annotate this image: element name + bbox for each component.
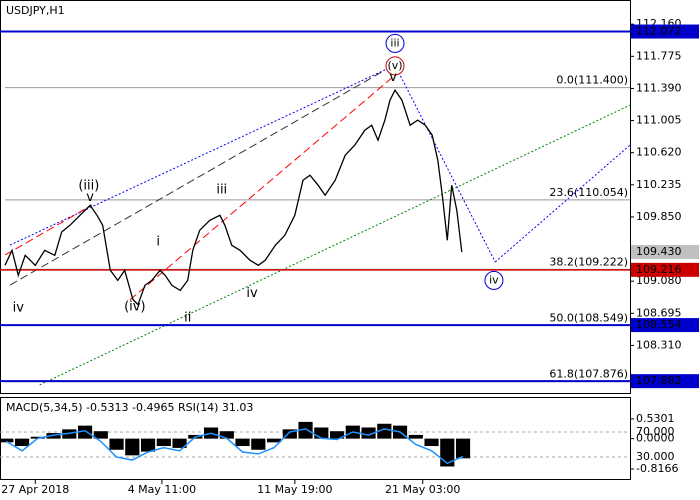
- trend-line: [494, 144, 631, 263]
- level-label: 112.072: [636, 25, 682, 38]
- macd-bar: [424, 438, 439, 447]
- macd-bar: [361, 427, 376, 439]
- macd-bar: [329, 431, 345, 439]
- macd-bar: [298, 421, 313, 439]
- wave-label: ii: [184, 310, 191, 325]
- macd-bar: [172, 438, 187, 448]
- wave-circle: [385, 33, 405, 53]
- rsi-line: [5, 428, 464, 465]
- y-tick-label: 111.005: [636, 114, 682, 127]
- main-panel: [0, 0, 631, 394]
- level-tag: [631, 318, 699, 333]
- level-label: 109.430: [636, 245, 682, 258]
- chart-title: USDJPY,H1: [6, 4, 65, 17]
- trend-line: [129, 74, 396, 301]
- macd-tick-label: 0.0000: [636, 432, 675, 445]
- wave-label: i: [156, 234, 160, 249]
- level-tag: [631, 374, 699, 389]
- x-tick-label: 4 May 11:00: [128, 483, 196, 496]
- fib-label: 23.6(110.054): [549, 186, 628, 199]
- trend-line: [39, 104, 631, 386]
- rsi-tick-label: 30.000: [636, 450, 675, 463]
- trend-line: [4, 204, 93, 256]
- level-label: 108.554: [636, 318, 682, 331]
- level-tag: [631, 244, 699, 259]
- x-tick-label: 21 May 03:00: [385, 483, 460, 496]
- wave-label: (iii): [78, 179, 99, 194]
- wave-label: (iv): [124, 300, 145, 315]
- y-tick-label: 108.695: [636, 306, 682, 319]
- macd-bar: [251, 438, 266, 450]
- x-tick-label: 27 Apr 2018: [1, 483, 69, 496]
- level-label: 107.882: [636, 374, 682, 387]
- fib-label: 0.0(111.400): [556, 74, 628, 87]
- trend-line: [9, 64, 396, 246]
- indicator-title: MACD(5,34,5) -0.5313 -0.4965 RSI(14) 31.…: [6, 401, 253, 414]
- y-tick-label: 110.620: [636, 146, 682, 159]
- wave-circle: [484, 270, 504, 290]
- macd-tick-label: -0.8166: [636, 462, 678, 475]
- macd-bar: [266, 438, 282, 443]
- macd-bar: [140, 438, 156, 452]
- y-tick-label: 111.775: [636, 49, 682, 62]
- level-label: 109.216: [636, 263, 682, 276]
- wave-label: iv: [246, 286, 258, 301]
- macd-bar: [440, 438, 455, 467]
- macd-bar: [125, 438, 140, 456]
- wave-label: iv: [489, 273, 499, 286]
- x-tick-label: 11 May 19:00: [257, 483, 332, 496]
- wave-circle: [385, 56, 405, 76]
- level-tag: [631, 262, 699, 277]
- macd-bar: [14, 438, 30, 447]
- trend-line: [9, 69, 386, 286]
- price-line: [4, 88, 463, 306]
- macd-bar: [0, 438, 14, 443]
- macd-bar: [219, 431, 234, 439]
- y-tick-label: 109.850: [636, 210, 682, 223]
- y-tick-label: 111.390: [636, 81, 682, 94]
- macd-bar: [109, 438, 124, 450]
- y-tick-label: 108.310: [636, 338, 682, 351]
- macd-bar: [408, 434, 423, 439]
- wave-label: iii: [216, 183, 227, 198]
- wave-label: iii: [390, 36, 399, 49]
- y-tick-label: 110.235: [636, 178, 682, 191]
- trend-line: [394, 64, 496, 263]
- macd-bar: [455, 438, 471, 459]
- rsi-tick-label: 70.000: [636, 425, 675, 438]
- fib-label: 50.0(108.549): [549, 311, 628, 324]
- macd-bar: [156, 438, 171, 447]
- macd-bar: [235, 438, 250, 447]
- wave-label: (v): [387, 59, 402, 72]
- macd-bar: [314, 427, 329, 439]
- level-tag: [631, 24, 699, 39]
- fib-label: 61.8(107.876): [549, 368, 628, 381]
- macd-tick-label: 0.5301: [636, 412, 675, 425]
- fib-label: 38.2(109.222): [549, 255, 628, 268]
- macd-bar: [282, 429, 297, 439]
- wave-label: v: [86, 190, 94, 205]
- wave-label: iv: [13, 300, 25, 315]
- wave-label: v: [389, 70, 397, 85]
- macd-bar: [377, 423, 392, 439]
- macd-bar: [77, 425, 93, 439]
- macd-bar: [93, 431, 108, 439]
- y-tick-label: 109.080: [636, 274, 682, 287]
